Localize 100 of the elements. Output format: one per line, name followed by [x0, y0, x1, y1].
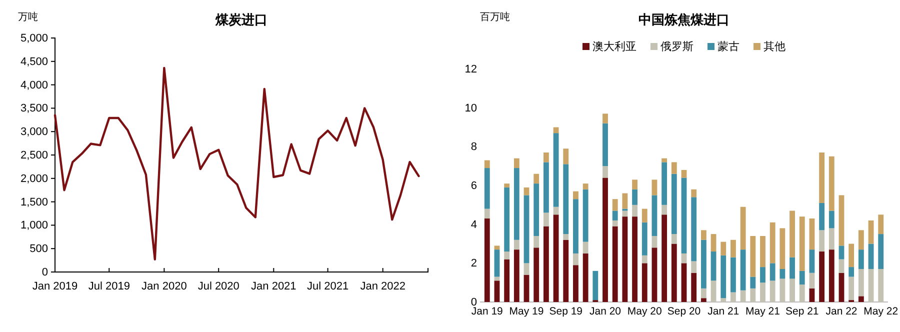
bar: [720, 242, 726, 256]
bar: [622, 216, 628, 302]
x-tick-label: May 22: [864, 305, 898, 318]
bar: [799, 216, 805, 271]
bar: [543, 226, 549, 302]
bar: [573, 253, 578, 266]
bar: [809, 272, 815, 288]
bar: [662, 214, 668, 302]
bar: [740, 206, 746, 250]
bar: [514, 168, 520, 240]
bar: [662, 162, 668, 205]
bar: [828, 228, 834, 250]
bar: [642, 222, 648, 256]
y-tick-label: 4,000: [20, 79, 48, 92]
bar: [671, 234, 677, 244]
bar: [504, 187, 510, 252]
bar: [612, 220, 618, 226]
bar: [534, 174, 540, 184]
bar: [809, 218, 815, 250]
bar: [632, 204, 638, 217]
bar: [582, 253, 588, 302]
bar: [524, 274, 530, 302]
bar: [819, 152, 825, 203]
x-tick-label: Jan 2022: [360, 280, 406, 292]
bar: [602, 114, 608, 124]
bar: [652, 248, 658, 302]
x-tick-label: Jan 2020: [142, 280, 187, 292]
bar: [582, 184, 588, 190]
bar: [700, 230, 706, 240]
bar: [534, 184, 540, 236]
x-tick-label: Jan 21: [708, 305, 740, 318]
bar: [780, 228, 786, 269]
y-tick-label: 8: [470, 141, 477, 154]
bar: [582, 189, 588, 242]
bar: [504, 184, 510, 188]
bar: [563, 234, 569, 240]
bar: [504, 259, 510, 302]
bar: [691, 272, 697, 302]
bar: [790, 257, 795, 279]
x-tick-label: Jul 2021: [307, 280, 349, 292]
bar: [632, 216, 638, 302]
bar: [710, 234, 716, 252]
bar: [504, 252, 510, 260]
bar: [838, 195, 844, 246]
bar: [662, 158, 668, 162]
bar: [573, 265, 578, 302]
bar: [514, 240, 520, 250]
bar: [760, 236, 766, 268]
bar: [710, 252, 716, 281]
y-tick-label: 12: [464, 64, 477, 76]
bar: [484, 208, 490, 219]
bar: [838, 259, 844, 273]
bar: [563, 148, 569, 164]
legend-label: 其他: [764, 40, 786, 53]
bar: [828, 250, 834, 302]
bar: [691, 197, 697, 262]
bar: [652, 236, 658, 248]
bar: [770, 263, 776, 281]
bar: [573, 199, 578, 254]
legend-label: 澳大利亚: [592, 40, 636, 53]
y-tick-label: 2,000: [20, 172, 48, 185]
bar: [543, 162, 549, 213]
y-tick-label: 1,500: [20, 196, 48, 208]
x-tick-label: May 21: [746, 305, 780, 318]
bar: [602, 166, 608, 178]
bar: [858, 268, 864, 296]
bar: [700, 240, 706, 288]
bar: [691, 189, 697, 198]
bar: [553, 214, 559, 302]
bar: [750, 236, 756, 277]
bar: [760, 267, 766, 283]
x-tick-label: May 19: [509, 305, 544, 318]
bar: [838, 272, 844, 302]
bar: [652, 180, 658, 196]
bar: [868, 220, 874, 244]
bar: [602, 123, 608, 166]
line-series: [54, 66, 420, 260]
bar: [642, 208, 648, 222]
bar: [681, 178, 687, 254]
bar: [612, 210, 618, 220]
bar: [563, 240, 569, 302]
y-tick-label: 2: [470, 258, 477, 270]
bar: [878, 214, 884, 234]
bar: [858, 296, 864, 302]
y-tick-label: 0: [42, 266, 48, 279]
bar: [681, 253, 687, 264]
bar: [484, 218, 490, 302]
bar: [848, 276, 854, 300]
y-tick-label: 6: [470, 180, 477, 192]
bar: [700, 288, 706, 298]
bar: [671, 162, 677, 174]
x-tick-label: Jan 2019: [32, 280, 78, 292]
bar: [553, 133, 559, 207]
bar: [848, 267, 854, 277]
bar: [612, 226, 618, 302]
bar: [642, 255, 648, 264]
bar: [700, 298, 706, 302]
bar: [622, 210, 628, 217]
legend-label: 蒙古: [718, 40, 740, 53]
bar: [573, 191, 578, 200]
